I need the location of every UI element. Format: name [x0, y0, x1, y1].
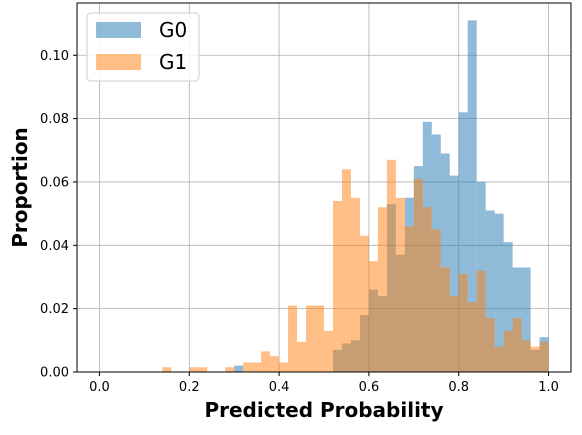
bar-g0-bin-41	[467, 20, 477, 373]
legend-label-g1: G1	[159, 50, 187, 74]
bar-g1-bin-46	[512, 318, 522, 372]
bar-g1-bin-45	[503, 330, 513, 372]
bar-g1-bin-22	[297, 341, 307, 372]
y-tick-label: 0.00	[40, 366, 69, 381]
y-tick-label: 0.02	[40, 302, 69, 317]
bar-g1-bin-39	[449, 295, 459, 372]
y-tick-label: 0.08	[40, 112, 69, 127]
bar-g1-bin-11	[198, 367, 208, 372]
bar-g1-bin-32	[386, 159, 396, 372]
y-axis-title: Proportion	[8, 127, 32, 248]
bar-g1-bin-37	[431, 229, 441, 372]
bar-g0-bin-39	[449, 175, 459, 372]
bar-g1-bin-28	[350, 197, 360, 372]
x-tick-label: 0.0	[89, 380, 110, 395]
x-tick-label: 0.2	[179, 380, 200, 395]
y-tick-label: 0.04	[40, 239, 69, 254]
bar-g1-bin-25	[324, 330, 333, 372]
bar-g1-bin-40	[458, 273, 468, 372]
bar-g0-bin-45	[503, 242, 513, 372]
bar-g1-bin-38	[440, 267, 450, 372]
bar-g0-bin-47	[521, 267, 531, 372]
bar-g1-bin-17	[252, 362, 262, 372]
bar-g1-bin-29	[359, 235, 369, 372]
bar-g1-bin-20	[279, 362, 289, 372]
axis-ticks: 0.0 0.2 0.4 0.6 0.8 1.0 0.00 0.02 0.04 0.06 0.08 0.…	[40, 49, 559, 395]
bar-g1-bin-27	[341, 169, 351, 372]
bar-g1-bin-7	[162, 367, 172, 372]
legend-swatch-g0	[96, 22, 141, 38]
bar-g1-bin-43	[485, 318, 495, 372]
bar-g1-bin-24	[315, 305, 324, 372]
plot-frame	[76, 2, 572, 373]
bar-g1-bin-14	[225, 367, 235, 372]
bar-g1-bin-30	[368, 261, 378, 372]
legend-label-g0: G0	[159, 18, 187, 42]
bar-g1-bin-21	[288, 305, 298, 372]
bar-g1-bin-35	[413, 178, 423, 372]
y-tick-label: 0.06	[40, 175, 69, 190]
bar-g1-bin-41	[467, 302, 477, 372]
bar-g1-bin-48	[530, 346, 540, 372]
x-axis-title: Predicted Probability	[204, 398, 443, 422]
bar-g1-bin-26	[332, 200, 342, 372]
bar-g1-bin-42	[476, 270, 486, 372]
y-tick-label: 0.10	[40, 49, 69, 64]
bar-g0-bin-40	[458, 112, 468, 372]
bars	[162, 20, 549, 373]
bar-g0-bin-43	[485, 210, 495, 372]
legend-swatch-g1	[96, 54, 141, 70]
bar-g1-bin-47	[521, 340, 531, 372]
x-tick-label: 1.0	[538, 380, 559, 395]
bar-g1-bin-49	[539, 341, 549, 372]
bar-g1-bin-31	[377, 207, 387, 372]
bar-g0-bin-38	[440, 153, 450, 372]
bar-g1-bin-10	[189, 367, 199, 372]
bar-g1-bin-34	[404, 226, 414, 372]
bar-g1-bin-18	[261, 351, 271, 372]
bar-g1-bin-44	[494, 346, 504, 372]
bar-g0-bin-44	[494, 213, 504, 372]
x-tick-label: 0.6	[359, 380, 380, 395]
bar-g1-bin-36	[422, 207, 432, 372]
bar-g1-bin-19	[270, 356, 280, 372]
x-tick-label: 0.8	[448, 380, 469, 395]
bar-g1-bin-23	[306, 305, 316, 372]
x-tick-label: 0.4	[269, 380, 290, 395]
bar-g0-bin-15	[234, 365, 244, 372]
bar-g1-bin-33	[395, 197, 405, 372]
bar-g1-bin-16	[243, 362, 253, 372]
